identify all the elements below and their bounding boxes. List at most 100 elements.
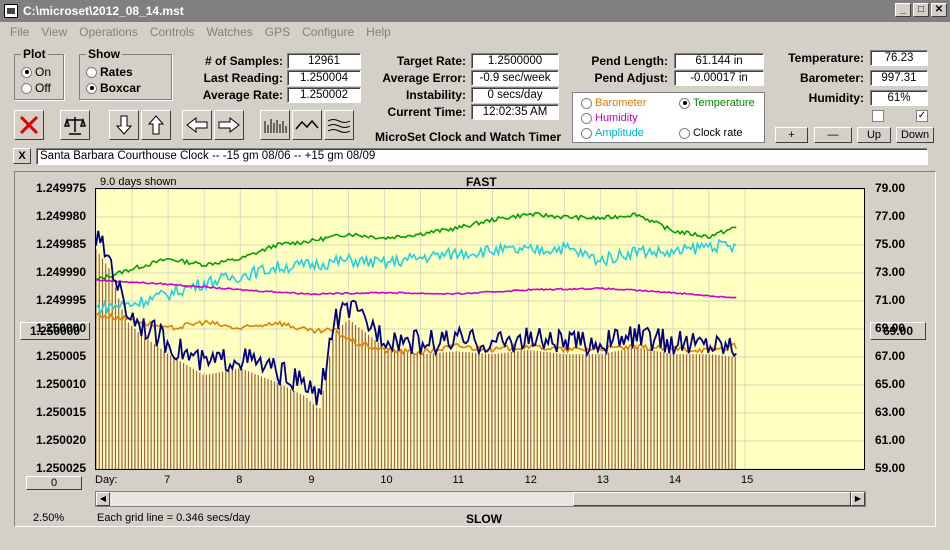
menu-watches[interactable]: Watches	[206, 25, 253, 39]
right-arrow-button[interactable]	[214, 110, 244, 140]
menu-gps[interactable]: GPS	[264, 25, 291, 39]
watch-description-input[interactable]: Santa Barbara Courthouse Clock -- -15 gm…	[36, 148, 928, 165]
instability-field: 0 secs/day	[471, 87, 559, 103]
clear-button[interactable]	[14, 110, 44, 140]
menu-bar: File View Operations Controls Watches GP…	[0, 22, 950, 42]
y-right-tick: 63.00	[875, 405, 906, 419]
average-error-label: Average Error:	[382, 71, 466, 85]
plot-on-radio[interactable]: On	[21, 65, 51, 79]
y-left-tick: 1.249980	[35, 209, 86, 223]
minimize-button[interactable]: _	[895, 3, 911, 17]
y-right-tick: 71.00	[875, 293, 906, 307]
sensor-humidity-option[interactable]: Humidity	[581, 112, 638, 124]
days-shown-label: 9.0 days shown	[100, 176, 177, 188]
arrow-left-icon	[186, 116, 208, 134]
multi-line-graph-icon	[327, 119, 351, 133]
x-tick: 12	[524, 474, 537, 486]
menu-file[interactable]: File	[10, 25, 30, 39]
y-right-tick: 59.00	[875, 461, 906, 475]
x-tick: 14	[668, 474, 682, 486]
wave-view-button[interactable]	[324, 110, 354, 140]
checkbox-right[interactable]: ✓	[916, 110, 928, 122]
y-left-tick: 1.250000	[35, 321, 86, 335]
bar-view-button[interactable]	[260, 110, 290, 140]
up-arrow-button[interactable]	[141, 110, 171, 140]
x-tick: 13	[596, 474, 609, 486]
sensor-clockrate-option[interactable]: Clock rate	[679, 127, 743, 139]
y-right-tick: 67.00	[875, 349, 906, 363]
sensor-barometer-option[interactable]: Barometer	[581, 97, 646, 109]
left-value-button[interactable]: 1.250000	[20, 322, 90, 340]
arrow-up-icon	[147, 115, 165, 135]
show-boxcar-label: Boxcar	[100, 81, 141, 95]
radio-selected-icon	[21, 66, 32, 78]
up-button[interactable]: Up	[857, 127, 891, 143]
plot-off-radio[interactable]: Off	[21, 81, 51, 95]
minus-button[interactable]: —	[814, 127, 852, 143]
plot-group: Plot On Off	[14, 47, 64, 100]
x-tick: 11	[452, 474, 464, 486]
last-reading-field: 1.250004	[287, 70, 361, 86]
plot-area	[95, 188, 865, 470]
zero-button[interactable]: 0	[26, 476, 82, 490]
app-icon	[4, 4, 18, 18]
target-rate-label: Target Rate:	[396, 54, 466, 68]
balance-button[interactable]	[60, 110, 90, 140]
down-arrow-button[interactable]	[109, 110, 139, 140]
show-rates-label: Rates	[100, 65, 133, 79]
y-left-tick: 1.249975	[35, 181, 86, 195]
maximize-button[interactable]: □	[913, 3, 929, 17]
sensor-amplitude-label: Amplitude	[595, 127, 644, 139]
menu-view[interactable]: View	[41, 25, 68, 39]
left-arrow-button[interactable]	[182, 110, 212, 140]
plot-group-title: Plot	[21, 47, 48, 61]
sensor-amplitude-option[interactable]: Amplitude	[581, 127, 644, 139]
humidity-field: 61%	[870, 90, 928, 106]
radio-icon	[581, 112, 592, 124]
horizontal-scrollbar[interactable]: ◀ ▶	[95, 491, 866, 507]
menu-operations[interactable]: Operations	[79, 25, 138, 39]
scroll-right-icon[interactable]: ▶	[851, 492, 865, 506]
balance-scale-icon	[63, 117, 87, 135]
fast-label: FAST	[466, 175, 497, 189]
y-left-tick: 1.250005	[35, 349, 86, 363]
humidity-label: Humidity:	[808, 91, 864, 105]
line-graph-icon	[295, 119, 319, 130]
temperature-field: 76.23	[870, 50, 928, 66]
show-group: Show Rates Boxcar	[79, 47, 172, 100]
current-time-label: Current Time:	[387, 105, 466, 119]
x-tick: 8	[236, 474, 243, 486]
sensor-temperature-option[interactable]: Temperature	[679, 97, 755, 109]
barometer-label: Barometer:	[799, 71, 864, 85]
last-reading-label: Last Reading:	[203, 71, 283, 85]
app-caption: MicroSet Clock and Watch Timer	[375, 130, 562, 144]
pend-adjust-label: Pend Adjust:	[594, 71, 668, 85]
menu-help[interactable]: Help	[366, 25, 391, 39]
line-view-button[interactable]	[292, 110, 322, 140]
instability-label: Instability:	[405, 88, 466, 102]
series-line-barometer	[95, 312, 738, 356]
target-rate-field: 1.2500000	[471, 53, 559, 69]
y-right-tick: 77.00	[875, 209, 906, 223]
show-boxcar-radio[interactable]: Boxcar	[86, 81, 141, 95]
checkbox-left[interactable]	[872, 110, 884, 122]
temperature-label: Temperature:	[788, 51, 864, 65]
show-rates-radio[interactable]: Rates	[86, 65, 133, 79]
y-left-tick: 1.250025	[35, 461, 86, 475]
x-tick: 10	[380, 474, 393, 486]
series-line-humidity	[95, 278, 737, 299]
radio-icon	[581, 97, 592, 109]
down-button[interactable]: Down	[896, 127, 934, 143]
menu-configure[interactable]: Configure	[302, 25, 355, 39]
plus-button[interactable]: +	[775, 127, 808, 143]
scroll-left-icon[interactable]: ◀	[96, 492, 110, 506]
watch-close-button[interactable]: X	[13, 148, 31, 164]
barometer-field: 997.31	[870, 70, 928, 86]
arrow-right-icon	[218, 116, 240, 134]
right-value-button[interactable]: 69.00	[870, 322, 926, 340]
x-tick: 15	[740, 474, 754, 486]
menu-controls[interactable]: Controls	[149, 25, 195, 39]
close-button[interactable]: ✕	[931, 3, 947, 17]
y-right-tick: 79.00	[875, 181, 906, 195]
scroll-thumb[interactable]	[573, 492, 851, 506]
